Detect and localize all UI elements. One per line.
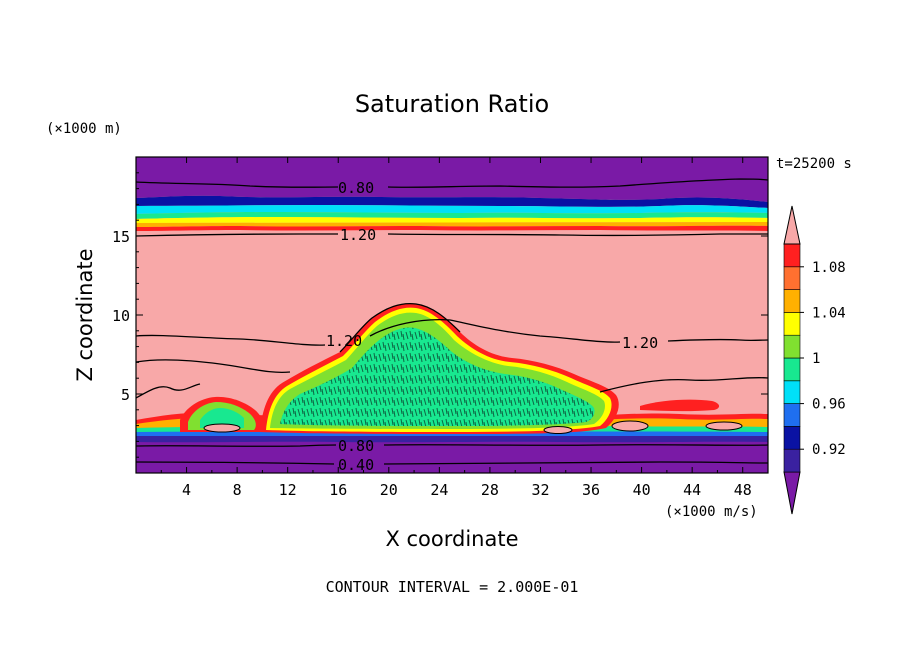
contour-interval-footer: CONTOUR INTERVAL = 2.000E-01 bbox=[326, 578, 579, 596]
x-tick-label: 44 bbox=[683, 481, 701, 499]
y-tick-label: 15 bbox=[112, 228, 130, 246]
contour-line-0.80-upper bbox=[136, 178, 768, 188]
y-unit-label: (×1000 m) bbox=[46, 121, 122, 137]
upper-orange-band bbox=[136, 222, 768, 227]
contour-label: 1.20 bbox=[622, 334, 658, 352]
upper-red-band bbox=[136, 225, 768, 231]
colorbar-tick-label: 1.08 bbox=[812, 260, 846, 276]
contour-line-0.80-lower bbox=[136, 444, 768, 447]
y-axis-label: Z coordinate bbox=[73, 248, 97, 381]
base-pocket-1 bbox=[203, 423, 241, 433]
x-tick-label: 40 bbox=[633, 481, 651, 499]
x-unit-label: (×1000 m/s) bbox=[665, 504, 758, 520]
colorbar-swatch bbox=[783, 334, 801, 359]
colorbar-arrow-low bbox=[783, 471, 801, 515]
plot-field: 0.80 1.20 1.20 1.20 0.80 0.40 bbox=[136, 157, 768, 474]
time-label: t=25200 s bbox=[776, 156, 852, 172]
contour-label: 0.80 bbox=[338, 179, 374, 197]
x-tick-label: 28 bbox=[481, 481, 499, 499]
right-red-patch bbox=[640, 399, 720, 412]
upper-cyan-band bbox=[136, 205, 768, 214]
contour-line-1.20-upper bbox=[136, 233, 768, 237]
upper-dry-layer bbox=[136, 157, 768, 202]
x-tick-label: 48 bbox=[734, 481, 752, 499]
colorbar-swatch bbox=[783, 357, 801, 382]
colorbar-swatch bbox=[783, 312, 801, 336]
x-axis-label: X coordinate bbox=[385, 527, 518, 551]
contour-line-1.20-mid bbox=[136, 319, 768, 346]
base-pocket-4 bbox=[705, 421, 743, 431]
x-tick-label: 16 bbox=[329, 481, 347, 499]
contour-label: 0.40 bbox=[338, 456, 374, 474]
colorbar: 0.92 0.96 1 1.04 1.08 bbox=[783, 205, 846, 515]
lower-dark-band bbox=[136, 436, 768, 443]
colorbar-swatch bbox=[783, 426, 801, 450]
colorbar-swatch bbox=[783, 289, 801, 313]
contour-line-1.20-lower bbox=[136, 359, 768, 393]
x-tick-label: 32 bbox=[531, 481, 549, 499]
y-tick-label: 5 bbox=[121, 386, 130, 404]
colorbar-swatch bbox=[783, 403, 801, 427]
colorbar-tick-label: 1.04 bbox=[812, 305, 846, 321]
colorbar-tick-label: 1 bbox=[812, 351, 820, 367]
x-tick-label: 36 bbox=[582, 481, 600, 499]
colorbar-swatch bbox=[783, 266, 801, 290]
chart-title: Saturation Ratio bbox=[355, 90, 549, 118]
upper-dark-blue-band bbox=[136, 195, 768, 208]
colorbar-tick-label: 0.96 bbox=[812, 397, 846, 413]
colorbar-tick-label: 0.92 bbox=[812, 442, 846, 458]
upper-yellow-band bbox=[136, 217, 768, 223]
left-cloud-teal bbox=[200, 408, 244, 428]
contour-label: 1.20 bbox=[340, 226, 376, 244]
y-tick-label: 10 bbox=[112, 307, 130, 325]
x-tick-label: 24 bbox=[430, 481, 448, 499]
contour-label: 1.20 bbox=[326, 332, 362, 350]
base-pocket-3 bbox=[611, 420, 649, 432]
x-tick-label: 8 bbox=[233, 481, 242, 499]
main-cloud-speckle bbox=[280, 327, 595, 426]
contour-line-0.40 bbox=[136, 461, 768, 465]
contour-line-cloud-top bbox=[339, 302, 461, 353]
colorbar-arrow-high bbox=[783, 205, 801, 245]
contour-label: 0.80 bbox=[338, 437, 374, 455]
x-tick-label: 12 bbox=[279, 481, 297, 499]
x-axis: 4 8 12 16 20 24 28 32 36 40 44 48 bbox=[160, 157, 752, 499]
lower-dry-layer bbox=[136, 436, 768, 473]
colorbar-swatch bbox=[783, 380, 801, 404]
y-axis: 5 10 15 bbox=[112, 172, 768, 458]
upper-green-band bbox=[136, 212, 768, 219]
colorbar-swatch bbox=[783, 243, 801, 268]
colorbar-swatch bbox=[783, 448, 801, 473]
base-pocket-2 bbox=[543, 426, 573, 434]
x-tick-label: 20 bbox=[380, 481, 398, 499]
x-tick-label: 4 bbox=[182, 481, 191, 499]
contour-line-left-wave bbox=[136, 383, 201, 399]
